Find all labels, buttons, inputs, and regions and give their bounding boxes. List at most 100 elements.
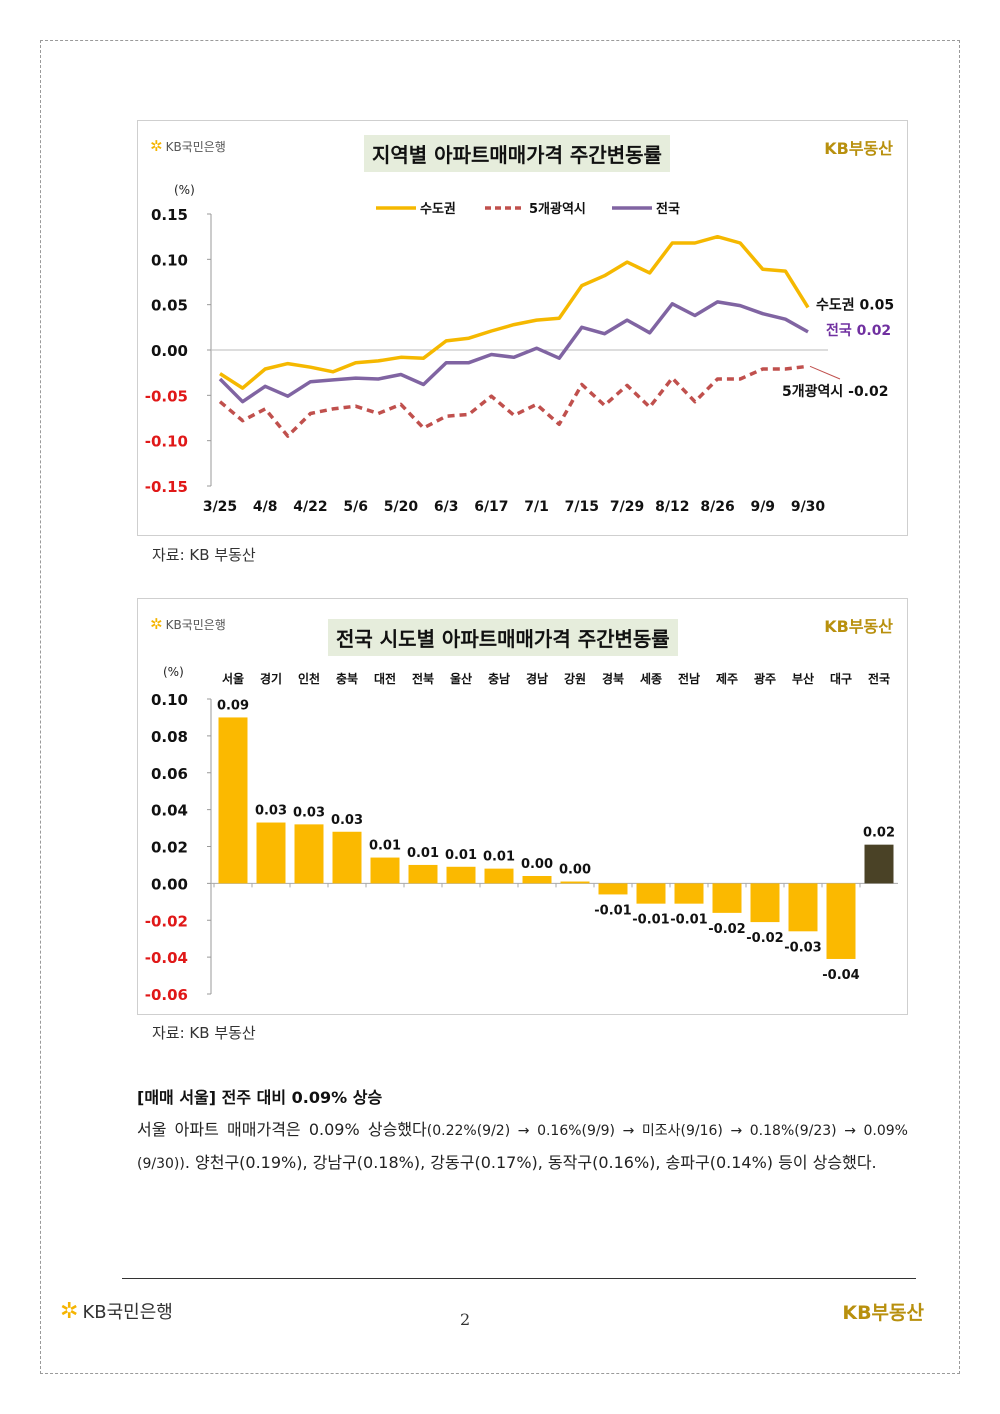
line-chart: (%) 0.15 0.10 0.05 0.00 -0.05 -0.10 -0.15 3/25 4/… [145,183,894,515]
bar [370,857,400,884]
category-label: 부산 [792,671,814,686]
bar [788,883,818,932]
body-text-part1: 서울 아파트 매매가격은 0.09% 상승했다 [137,1120,427,1139]
x-tick-label: 7/15 [565,499,599,515]
data-label: -0.01 [632,913,669,928]
x-tick-label: 9/30 [791,499,826,515]
bar [256,822,286,884]
y-tick-label: -0.05 [145,387,188,405]
category-label: 경북 [602,672,624,686]
x-tick-label: 6/17 [474,499,508,515]
category-label: 충북 [336,671,358,686]
x-tick-label: 9/9 [750,499,775,515]
end-label-national: 전국 0.02 [826,322,891,339]
x-tick-label: 4/8 [253,499,278,515]
x-tick-label: 5/20 [384,499,419,515]
category-label: 전북 [412,671,434,686]
bar [674,883,704,904]
page-border [40,40,960,1374]
page-number: 2 [460,1310,471,1329]
y-tick-label: -0.06 [145,986,188,1004]
category-label: 전남 [678,671,700,686]
category-label: 대전 [374,671,396,686]
category-label: 대구 [830,672,852,686]
x-tick-label: 7/29 [610,499,644,515]
category-label: 경기 [260,671,282,686]
bar [560,881,590,884]
kb-star-icon: ✲ [150,615,163,633]
data-label: -0.01 [670,913,707,928]
body-text-part3: . 양천구(0.19%), 강남구(0.18%), 강동구(0.17%), 동작… [184,1153,877,1172]
y-tick-label: -0.04 [145,949,188,967]
category-label: 인천 [298,671,320,686]
chart-title: 전국 시도별 아파트매매가격 주간변동률 [328,619,678,656]
legend-label: 수도권 [420,202,456,217]
category-label: 세종 [640,671,662,686]
data-label: 0.02 [863,826,895,841]
y-tick-label: 0.00 [151,875,188,893]
bar [218,717,248,884]
footer-divider [122,1278,916,1279]
kb-bank-logo: ✲ KB국민은행 [150,137,226,155]
bar [826,883,856,959]
category-label: 충남 [488,671,510,686]
category-label: 전국 [868,671,890,686]
kb-realestate-brand: KB부동산 [824,617,893,636]
kb-bank-logo: ✲ KB국민은행 [150,615,226,633]
y-tick-label: -0.10 [145,433,188,451]
category-label: 광주 [754,671,776,686]
chart-title: 지역별 아파트매매가격 주간변동률 [364,135,670,172]
y-tick-label: 0.00 [151,342,188,360]
kb-star-icon: ✲ [60,1298,79,1324]
body-text-part2: (0.22%(9/2) → 0.16%(9/9) → 미조사(9/16) → 0… [137,1123,908,1172]
data-label: 0.01 [445,848,477,863]
bar [446,866,476,884]
category-label: 서울 [222,671,244,686]
source-note: 자료: KB 부동산 [152,546,256,564]
x-tick-label: 4/22 [293,499,327,515]
x-tick-label: 5/6 [343,499,368,515]
end-label-metro: 5개광역시 -0.02 [782,383,889,400]
y-tick-label: -0.15 [145,478,188,496]
end-label-leader [809,365,841,380]
y-tick-label: -0.02 [145,912,188,930]
bar [408,864,438,884]
source-note: 자료: KB 부동산 [152,1024,256,1042]
data-label: 0.00 [559,863,591,878]
bar [332,831,362,884]
y-tick-label: 0.08 [151,728,188,746]
y-axis-unit: (%) [163,665,184,679]
y-tick-label: 0.15 [151,206,188,224]
x-tick-label: 7/1 [524,499,549,515]
footer-kb-bank-logo: ✲ KB국민은행 [60,1298,173,1324]
x-tick-label: 8/12 [655,499,689,515]
kb-bank-logo-text: KB국민은행 [165,139,226,154]
bar [636,883,666,904]
data-label: 0.01 [483,850,515,865]
data-label: 0.03 [255,804,287,819]
y-tick-label: 0.10 [151,251,188,269]
bar [750,883,780,923]
data-label: 0.00 [521,857,553,872]
kb-bank-logo-text: KB국민은행 [165,617,226,632]
footer-logo-text: KB국민은행 [82,1302,173,1323]
category-label: 제주 [716,672,738,686]
y-axis-unit: (%) [174,183,195,197]
kb-realestate-brand: KB부동산 [824,139,893,158]
data-label: 0.03 [331,813,363,828]
y-tick-label: 0.10 [151,691,188,709]
data-label: -0.02 [708,922,745,937]
bar [712,883,742,913]
kb-star-icon: ✲ [150,137,163,155]
data-label: 0.01 [407,846,439,861]
data-label: -0.03 [784,940,821,955]
x-tick-label: 3/25 [203,499,237,515]
end-label-capital: 수도권 0.05 [816,297,894,313]
category-label: 경남 [526,671,548,686]
series-line-3 [218,300,809,404]
section-heading: [매매 서울] 전주 대비 0.09% 상승 [137,1088,383,1107]
data-label: -0.04 [822,968,859,983]
footer-kb-realestate-brand: KB부동산 [842,1302,924,1324]
bar [294,824,324,884]
y-tick-label: 0.02 [151,839,188,857]
